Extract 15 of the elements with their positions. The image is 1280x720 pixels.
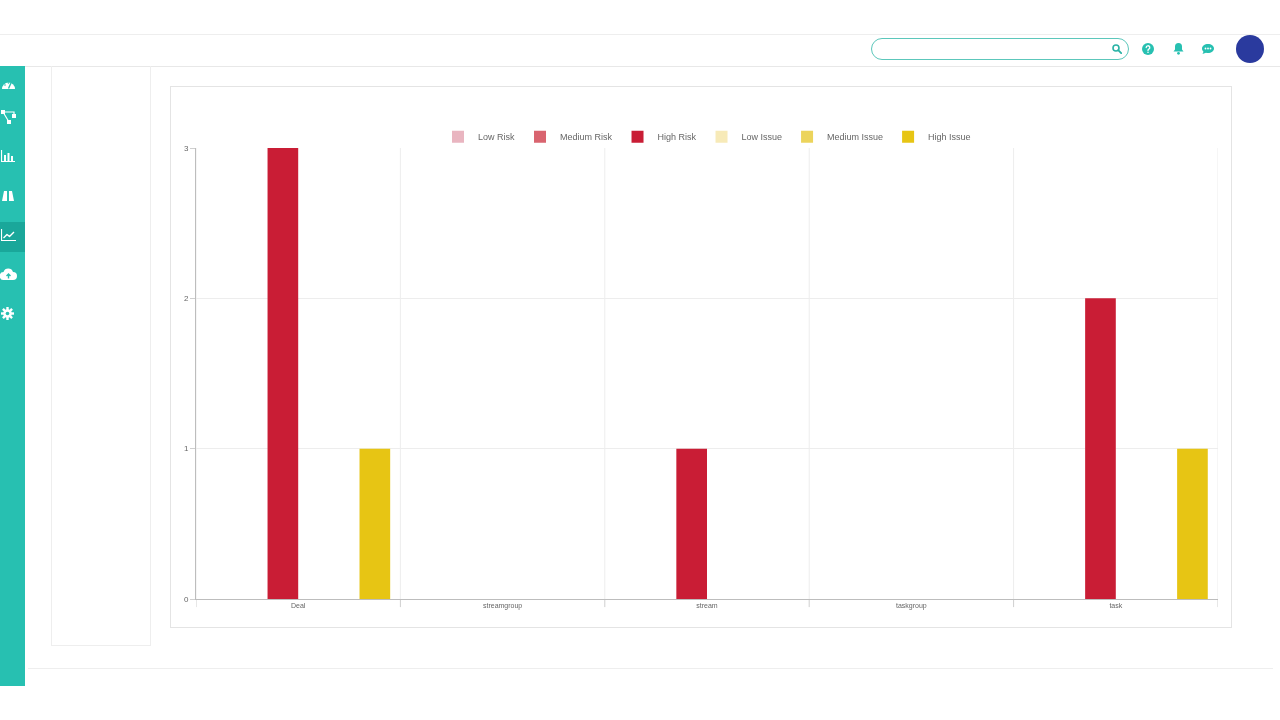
legend-label: Low Issue <box>741 132 783 143</box>
y-tick-label: 1 <box>183 444 189 454</box>
legend-label: Medium Issue <box>827 132 884 143</box>
bar <box>267 148 299 599</box>
y-tick-label: 2 <box>183 294 189 304</box>
bar <box>359 448 391 599</box>
y-tick-label: 0 <box>183 594 189 604</box>
legend-label: Medium Risk <box>560 132 613 143</box>
legend-label: High Issue <box>928 132 971 143</box>
bar <box>1085 298 1116 599</box>
bar <box>676 448 707 599</box>
legend-label: Low Risk <box>478 132 516 143</box>
y-tick-label: 3 <box>183 143 189 153</box>
bar <box>1177 448 1208 599</box>
legend-label: High Risk <box>657 132 697 143</box>
